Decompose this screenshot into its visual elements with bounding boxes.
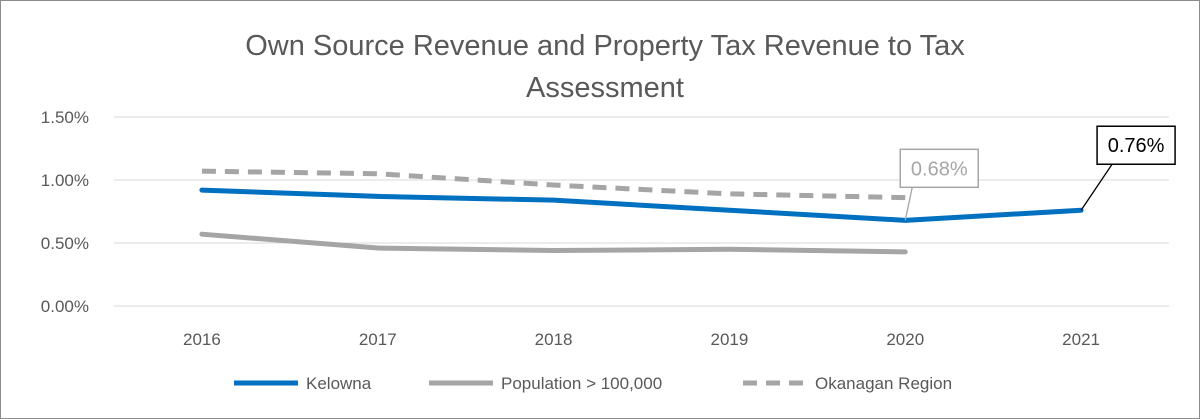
data-callout: 0.68% — [899, 148, 979, 221]
legend-label: Population > 100,000 — [501, 374, 662, 393]
legend-item: Okanagan Region — [743, 374, 952, 393]
y-tick-label: 0.00% — [41, 297, 89, 316]
gridlines — [114, 116, 1169, 307]
data-callouts: 0.68% 0.76% — [899, 125, 1176, 221]
legend-item: Kelowna — [234, 374, 372, 393]
x-tick-label: 2018 — [535, 330, 573, 349]
data-callout: 0.76% — [1080, 125, 1176, 211]
y-tick-label: 1.50% — [41, 108, 89, 127]
x-tick-label: 2017 — [359, 330, 397, 349]
y-tick-label: 0.50% — [41, 234, 89, 253]
series-line-population-100-000 — [199, 231, 908, 255]
callout-label: 0.76% — [1108, 135, 1165, 157]
y-tick-label: 1.00% — [41, 171, 89, 190]
chart-title: Own Source Revenue and Property Tax Reve… — [245, 30, 965, 104]
x-tick-label: 2019 — [711, 330, 749, 349]
callout-leader — [1080, 163, 1113, 211]
legend: Kelowna Population > 100,000 Okanagan Regi… — [234, 374, 952, 393]
callout-box — [1096, 125, 1176, 165]
callout-box — [899, 148, 979, 189]
series-line-okanagan-region — [201, 168, 906, 201]
chart-title-line-1: Own Source Revenue and Property Tax Reve… — [245, 30, 965, 62]
x-tick-label: 2021 — [1062, 330, 1100, 349]
y-axis-tick-labels: 0.00% 0.50% 1.00% 1.50% — [41, 108, 89, 316]
callout-label: 0.68% — [911, 158, 968, 180]
x-tick-label: 2020 — [886, 330, 924, 349]
legend-label: Okanagan Region — [815, 374, 952, 393]
x-axis-tick-labels: 2016 2017 2018 2019 2020 2021 — [183, 330, 1100, 349]
legend-label: Kelowna — [306, 374, 372, 393]
x-tick-label: 2016 — [183, 330, 221, 349]
series-line-kelowna — [199, 187, 1084, 223]
chart-title-line-2: Assessment — [526, 72, 684, 104]
series-lines — [199, 168, 1084, 255]
callout-leader — [904, 187, 913, 221]
legend-item: Population > 100,000 — [429, 374, 662, 393]
